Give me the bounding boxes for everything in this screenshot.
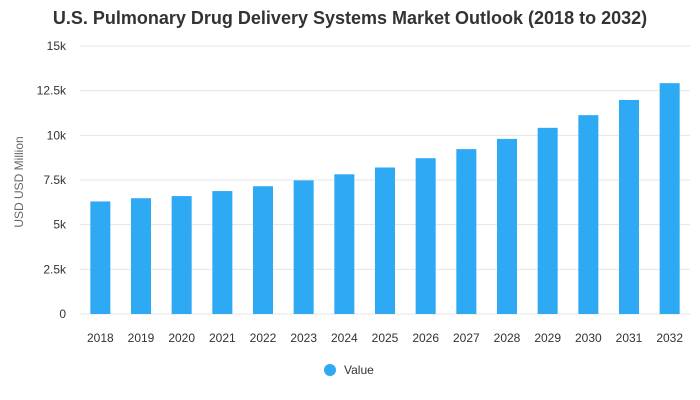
y-tick-label: 5k	[53, 218, 67, 232]
y-tick-label: 2.5k	[43, 262, 67, 276]
bar-2026[interactable]	[415, 158, 436, 314]
bar-2029[interactable]	[537, 127, 558, 314]
x-tick-label: 2032	[656, 331, 683, 345]
x-tick-label: 2019	[128, 331, 155, 345]
y-axis-label: USD USD Million	[12, 136, 26, 227]
x-tick-label: 2025	[372, 331, 399, 345]
y-tick-label: 0	[59, 307, 66, 321]
bar-2020[interactable]	[171, 196, 192, 314]
chart-title: U.S. Pulmonary Drug Delivery Systems Mar…	[53, 8, 647, 28]
x-tick-label: 2024	[331, 331, 358, 345]
legend-label-value[interactable]: Value	[344, 363, 374, 377]
x-axis-ticks: 2018 2019 2020 2021 2022 2023 2024 2025 2026 2027…	[87, 331, 683, 345]
y-tick-label: 10k	[47, 128, 67, 142]
x-tick-label: 2028	[494, 331, 521, 345]
bar-2019[interactable]	[131, 198, 151, 314]
bar-2018[interactable]	[90, 201, 111, 314]
bar-2031[interactable]	[619, 99, 639, 314]
bar-2032[interactable]	[659, 83, 680, 315]
bar-2028[interactable]	[497, 138, 517, 314]
bar-2024[interactable]	[334, 174, 355, 314]
bar-2027[interactable]	[456, 149, 477, 314]
bar-2021[interactable]	[212, 191, 233, 314]
bar-2030[interactable]	[578, 115, 599, 314]
x-tick-label: 2022	[250, 331, 277, 345]
x-tick-label: 2027	[453, 331, 480, 345]
x-tick-label: 2029	[534, 331, 561, 345]
x-tick-label: 2020	[168, 331, 195, 345]
y-tick-label: 15k	[47, 39, 67, 53]
legend[interactable]: Value	[324, 363, 374, 377]
y-axis-ticks: 0 2.5k 5k 7.5k 10k 12.5k 15k	[37, 39, 67, 321]
x-tick-label: 2023	[290, 331, 317, 345]
x-tick-label: 2018	[87, 331, 114, 345]
x-tick-label: 2030	[575, 331, 602, 345]
y-tick-label: 12.5k	[37, 84, 67, 98]
y-tick-label: 7.5k	[43, 173, 67, 187]
legend-swatch-value[interactable]	[324, 364, 336, 376]
x-tick-label: 2031	[616, 331, 643, 345]
x-tick-label: 2021	[209, 331, 236, 345]
bar-2023[interactable]	[293, 180, 314, 314]
bar-2022[interactable]	[253, 186, 273, 314]
bar-2025[interactable]	[375, 167, 395, 314]
bars	[90, 83, 680, 315]
x-tick-label: 2026	[412, 331, 439, 345]
